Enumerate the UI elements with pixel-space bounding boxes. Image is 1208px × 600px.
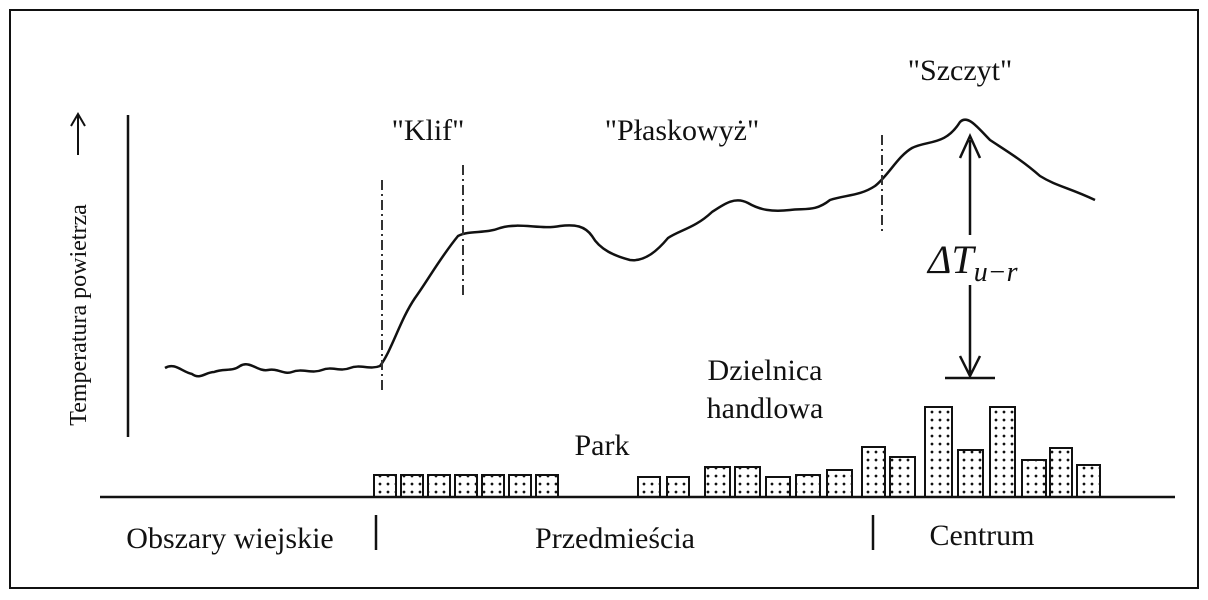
axis-label: Temperatura powietrza (66, 204, 92, 426)
delta-label: ΔTu−r (926, 237, 1018, 288)
label-backdrop (925, 235, 1025, 285)
area-label: Obszary wiejskie (126, 522, 333, 555)
feature-label: Park (575, 429, 630, 462)
area-label: Przedmieścia (535, 522, 695, 555)
zone-label: "Szczyt" (908, 54, 1012, 87)
feature-label: handlowa (707, 392, 824, 425)
axis-arrow (70, 112, 86, 155)
feature-label: Dzielnica (708, 354, 823, 387)
delta-subscript: u−r (974, 257, 1018, 288)
zone-dividers (381, 135, 883, 390)
frame (9, 9, 1199, 589)
zone-label: "Klif" (392, 114, 465, 147)
delta-symbol: ΔT (926, 237, 976, 282)
zone-label: "Płaskowyż" (605, 114, 759, 147)
area-label: Centrum (930, 519, 1035, 552)
temperature-curve (164, 118, 1096, 378)
